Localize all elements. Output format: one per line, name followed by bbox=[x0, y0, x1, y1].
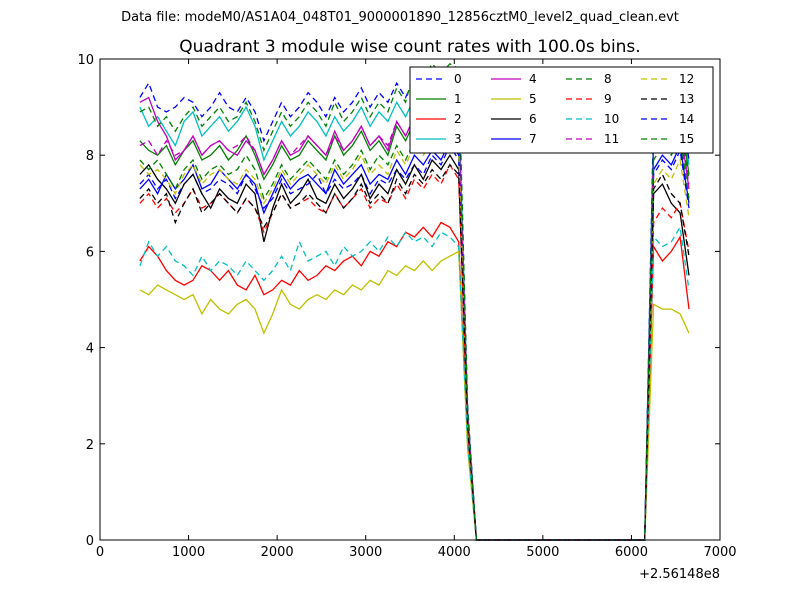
y-tick-label: 6 bbox=[86, 245, 94, 260]
legend-label-10: 10 bbox=[604, 112, 619, 126]
series-line-8 bbox=[139, 124, 690, 541]
y-tick-label: 2 bbox=[86, 438, 94, 453]
legend-label-14: 14 bbox=[679, 112, 694, 126]
x-tick-label: 1000 bbox=[172, 545, 205, 560]
y-tick-label: 4 bbox=[86, 342, 94, 357]
y-tick-label: 0 bbox=[86, 534, 94, 549]
x-tick-label: 6000 bbox=[615, 545, 648, 560]
series-line-0 bbox=[139, 144, 690, 541]
series-line-7 bbox=[139, 139, 690, 541]
x-tick-label: 4000 bbox=[438, 545, 471, 560]
chart-title: Quadrant 3 module wise count rates with … bbox=[179, 37, 641, 57]
plot-frame bbox=[99, 58, 721, 541]
series-line-10 bbox=[139, 225, 690, 541]
legend-label-7: 7 bbox=[529, 132, 537, 146]
legend-label-1: 1 bbox=[454, 92, 462, 106]
legend-label-2: 2 bbox=[454, 112, 462, 126]
legend-label-3: 3 bbox=[454, 132, 462, 146]
x-offset-label: +2.56148e8 bbox=[639, 567, 720, 582]
legend-label-15: 15 bbox=[679, 132, 694, 146]
series-line-5 bbox=[139, 250, 690, 541]
y-tick-label: 10 bbox=[77, 53, 94, 68]
legend-label-0: 0 bbox=[454, 72, 462, 86]
x-tick-label: 5000 bbox=[526, 545, 559, 560]
x-tick-label: 3000 bbox=[349, 545, 382, 560]
x-tick-label: 2000 bbox=[261, 545, 294, 560]
series-line-13 bbox=[139, 163, 690, 541]
legend-label-13: 13 bbox=[679, 92, 694, 106]
legend-label-8: 8 bbox=[604, 72, 612, 86]
legend-label-5: 5 bbox=[529, 92, 537, 106]
x-tick-label: 7000 bbox=[703, 545, 736, 560]
legend-label-11: 11 bbox=[604, 132, 619, 146]
series-line-12 bbox=[139, 134, 690, 541]
legend-label-4: 4 bbox=[529, 72, 537, 86]
series-line-6 bbox=[139, 153, 690, 541]
x-tick-label: 0 bbox=[96, 545, 104, 560]
legend-label-12: 12 bbox=[679, 72, 694, 86]
figure-suptitle: Data file: modeM0/AS1A04_048T01_90000018… bbox=[121, 10, 679, 25]
legend-label-6: 6 bbox=[529, 112, 537, 126]
y-tick-label: 8 bbox=[86, 149, 94, 164]
series-line-9 bbox=[139, 163, 690, 541]
legend-label-9: 9 bbox=[604, 92, 612, 106]
